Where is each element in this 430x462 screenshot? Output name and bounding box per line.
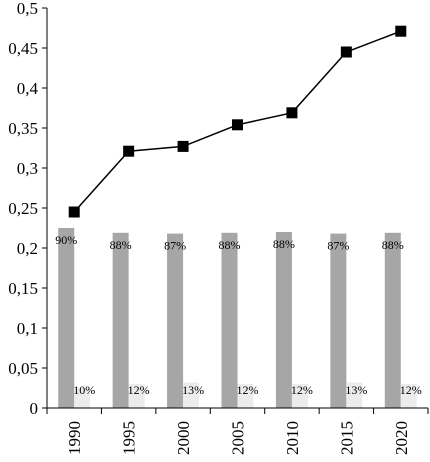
y-tick-label: 0,35 bbox=[8, 119, 38, 138]
bar bbox=[167, 233, 184, 408]
data-label: 12% bbox=[237, 383, 259, 397]
data-label: 88% bbox=[219, 238, 241, 252]
bar bbox=[291, 384, 308, 408]
bar bbox=[400, 384, 417, 408]
data-label: 88% bbox=[382, 238, 404, 252]
x-tick-label: 2000 bbox=[174, 421, 193, 455]
line-marker bbox=[395, 25, 407, 37]
data-label: 13% bbox=[345, 383, 367, 397]
y-tick-label: 0,3 bbox=[17, 159, 38, 178]
bar bbox=[275, 232, 292, 408]
bar bbox=[128, 384, 145, 408]
y-tick-label: 0,15 bbox=[8, 279, 38, 298]
y-tick-label: 0,1 bbox=[17, 319, 38, 338]
data-label: 90% bbox=[55, 233, 77, 247]
x-tick-label: 2015 bbox=[337, 421, 356, 455]
data-label: 87% bbox=[164, 239, 186, 253]
bars bbox=[58, 228, 417, 408]
x-tick-label: 1995 bbox=[120, 421, 139, 455]
x-tick-label: 2010 bbox=[283, 421, 302, 455]
y-tick-label: 0,2 bbox=[17, 239, 38, 258]
x-axis-ticks: 1990 1995 2000 2005 2010 2015 2020 bbox=[65, 421, 411, 455]
bar bbox=[221, 232, 238, 408]
bar bbox=[330, 233, 347, 408]
y-tick-label: 0,45 bbox=[8, 39, 38, 58]
line-marker bbox=[286, 107, 298, 119]
line-marker bbox=[177, 140, 189, 152]
y-axis-ticks: 0 0,05 0,1 0,15 0,2 0,25 0,3 0,35 0,4 0,45 0,5 bbox=[8, 0, 38, 418]
y-tick-label: 0,4 bbox=[17, 79, 39, 98]
x-tick-label: 1990 bbox=[65, 421, 84, 455]
bar bbox=[74, 388, 91, 408]
y-tick-label: 0 bbox=[30, 399, 39, 418]
data-labels: 90% 88% 87% 88% 88% 87% 88% 10% 12% 13% 12% 12% 13% 1… bbox=[55, 233, 422, 397]
x-tick-label: 2005 bbox=[229, 421, 248, 455]
line-series bbox=[68, 25, 407, 218]
data-label: 13% bbox=[182, 383, 204, 397]
line-marker bbox=[68, 206, 80, 218]
bar bbox=[237, 384, 254, 408]
data-label: 88% bbox=[110, 238, 132, 252]
bar bbox=[183, 382, 200, 408]
bar bbox=[384, 232, 401, 408]
y-tick-label: 0,5 bbox=[17, 0, 38, 18]
data-label: 87% bbox=[327, 239, 349, 253]
data-label: 12% bbox=[128, 383, 150, 397]
bar bbox=[58, 228, 75, 408]
x-tick-label: 2020 bbox=[392, 421, 411, 455]
line-marker bbox=[232, 119, 243, 131]
bar bbox=[112, 232, 129, 408]
bar bbox=[346, 382, 363, 408]
data-label: 88% bbox=[273, 237, 295, 251]
line-marker bbox=[340, 46, 352, 58]
y-tick-label: 0,25 bbox=[8, 199, 38, 218]
data-label: 12% bbox=[291, 383, 313, 397]
y-tick-label: 0,05 bbox=[8, 359, 38, 378]
data-label: 12% bbox=[400, 383, 422, 397]
data-label: 10% bbox=[73, 383, 95, 397]
line-marker bbox=[123, 145, 135, 157]
axes bbox=[42, 7, 429, 414]
